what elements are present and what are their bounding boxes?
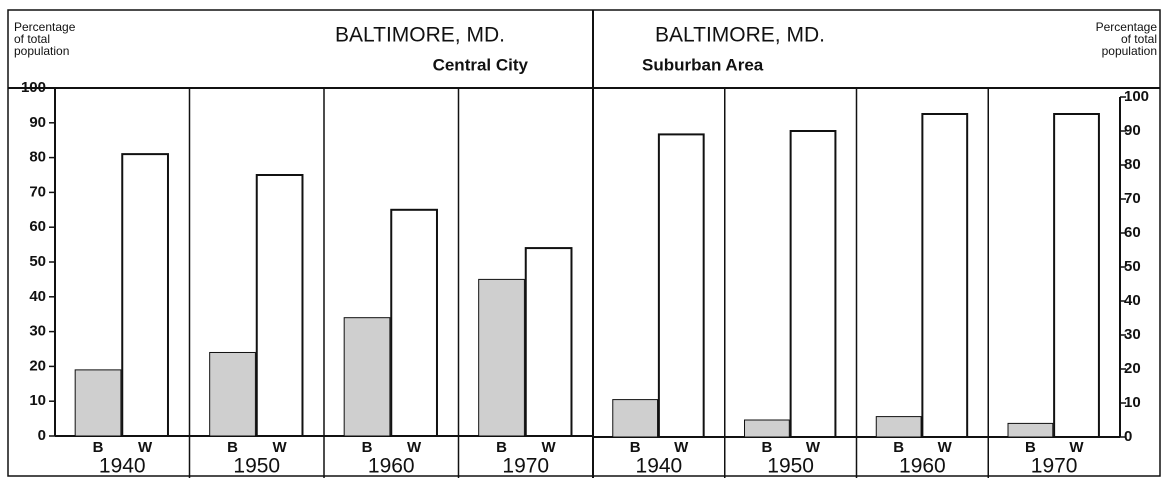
x-tick-label: 1960 [368,455,415,478]
series-label: B [227,439,238,456]
y-tick-label: 40 [1124,292,1141,309]
y-tick-label: 0 [38,427,46,444]
series-label: B [362,439,373,456]
y-tick-label: 10 [1124,394,1141,411]
y-axis-label: of total [1121,32,1157,46]
bar [121,153,169,437]
series-label: B [761,439,772,456]
x-tick-label: 1940 [636,455,683,478]
bar [1007,422,1054,438]
series-label: B [496,439,507,456]
y-axis-label: Percentage [14,20,76,34]
series-label: W [542,439,557,456]
y-axis-label: population [14,44,69,58]
y-tick-label: 20 [1124,360,1141,377]
y-tick-label: 70 [1124,190,1141,207]
bar [789,130,837,438]
y-tick-label: 60 [1124,224,1141,241]
y-axis-label: population [1102,44,1157,58]
chart-title: BALTIMORE, MD. [655,24,825,47]
x-tick-label: 1940 [99,455,146,478]
y-tick-label: 30 [29,323,46,340]
y-axis-label: Percentage [1096,20,1158,34]
series-label: B [1025,439,1036,456]
outer-frame [7,9,1161,477]
bar [74,369,122,437]
series-label: W [938,439,953,456]
y-tick-label: 70 [29,183,46,200]
y-axis-label: of total [14,32,50,46]
series-label: B [630,439,641,456]
x-tick-label: 1950 [233,455,280,478]
y-tick-label: 80 [1124,156,1141,173]
chart-subtitle: Central City [433,55,529,74]
bar [657,133,705,438]
y-tick-label: 30 [1124,326,1141,343]
bar [744,419,790,438]
bar [390,208,438,437]
y-tick-label: 90 [29,114,46,131]
bar [478,278,525,437]
y-tick-label: 40 [29,288,46,305]
x-tick-label: 1950 [767,455,814,478]
y-tick-label: 80 [29,149,46,166]
series-label: B [893,439,904,456]
bar [1053,113,1100,438]
bar [255,174,304,437]
series-label: W [1069,439,1084,456]
chart-subtitle: Suburban Area [642,55,764,74]
y-tick-label: 50 [1124,258,1141,275]
chart-title: BALTIMORE, MD. [335,24,505,47]
bar [921,113,969,438]
y-tick-label: 20 [29,357,46,374]
y-tick-label: 100 [21,79,46,96]
x-tick-label: 1970 [1031,455,1078,478]
series-label: W [674,439,689,456]
y-tick-label: 90 [1124,122,1141,139]
series-label: W [273,439,288,456]
bar [612,399,659,438]
series-label: W [407,439,422,456]
series-label: B [93,439,104,456]
x-tick-label: 1970 [502,455,549,478]
y-tick-label: 50 [29,253,46,270]
y-tick-label: 60 [29,218,46,235]
series-label: W [806,439,821,456]
bar [524,247,573,437]
y-tick-label: 10 [29,392,46,409]
y-tick-label: 100 [1124,88,1149,105]
bar [875,416,922,438]
bar [209,351,256,437]
series-label: W [138,439,153,456]
y-tick-label: 0 [1124,428,1132,445]
bar [343,317,391,437]
x-tick-label: 1960 [899,455,946,478]
